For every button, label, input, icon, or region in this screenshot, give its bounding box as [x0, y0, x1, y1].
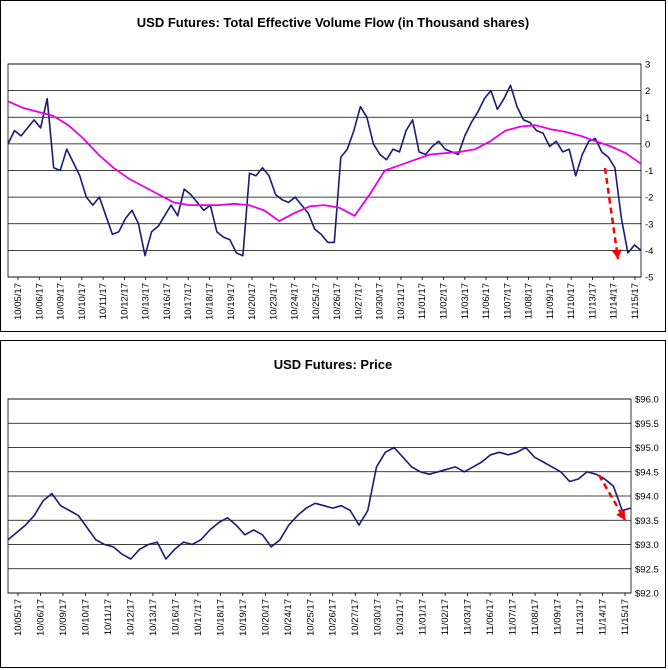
price-x-tick-label: 10/26/17	[328, 599, 339, 636]
price-x-tick-label: 11/01/17	[418, 599, 429, 635]
volume-flow-x-tick-label: 11/06/17	[481, 283, 492, 319]
volume-flow-x-tick-label: 11/15/17	[630, 283, 641, 319]
price-y-tick-label: $95.0	[635, 443, 659, 454]
price-x-tick-label: 10/11/17	[103, 599, 114, 635]
price-chart-panel: USD Futures: Price $96.0 $95.5 $95.0 $94.5 $…	[0, 340, 666, 668]
price-y-tick-label: $93.0	[635, 540, 659, 551]
volume-flow-x-tick-label: 10/26/17	[332, 283, 343, 320]
volume-flow-x-tick-label: 10/09/17	[56, 283, 67, 320]
price-x-tick-label: 10/18/17	[215, 599, 226, 636]
volume-flow-x-tick-label: 10/31/17	[396, 283, 407, 320]
price-x-tick-label: 10/25/17	[305, 599, 316, 636]
price-x-tick-label: 10/17/17	[193, 599, 204, 636]
volume-flow-x-tick-label: 10/18/17	[204, 283, 215, 320]
volume-flow-y-tick-label: -5	[645, 273, 653, 284]
price-x-tick-label: 10/09/17	[58, 599, 69, 636]
price-x-tick-label: 10/10/17	[80, 599, 91, 636]
volume-flow-x-tick-label: 11/14/17	[609, 283, 620, 319]
volume-flow-chart-title: USD Futures: Total Effective Volume Flow…	[136, 15, 530, 30]
price-chart-title: USD Futures: Price	[273, 357, 393, 372]
volume-flow-x-tick-label: 10/27/17	[353, 283, 364, 320]
price-x-tick-label: 10/30/17	[373, 599, 384, 636]
price-x-tick-label: 10/24/17	[283, 599, 294, 636]
price-x-tick-label: 10/12/17	[125, 599, 136, 636]
price-x-tick-label: 11/02/17	[440, 599, 451, 635]
volume-flow-x-tick-label: 10/24/17	[290, 283, 301, 320]
price-x-tick-label: 11/03/17	[463, 599, 474, 635]
volume-flow-x-tick-label: 11/09/17	[545, 283, 556, 319]
volume-flow-series-0-line	[7, 84, 642, 257]
volume-flow-series-1-line	[7, 100, 642, 222]
volume-flow-y-tick-label: 0	[645, 139, 650, 150]
volume-flow-y-tick-label: 1	[645, 113, 650, 124]
price-y-tick-label: $92.5	[635, 564, 659, 575]
price-chart: $96.0 $95.5 $95.0 $94.5 $94.0 $93.5 $93.0 $92.5…	[7, 395, 659, 636]
volume-flow-y-tick-label: 3	[645, 60, 650, 71]
volume-flow-x-tick-label: 11/03/17	[460, 283, 471, 319]
volume-flow-y-tick-label: -3	[645, 219, 653, 230]
volume-flow-x-tick-label: 10/05/17	[13, 283, 24, 320]
price-series-0-line	[7, 446, 632, 560]
volume-flow-annotation-arrow-line	[603, 167, 620, 260]
volume-flow-x-tick-label: 10/17/17	[183, 283, 194, 320]
price-plot-area	[7, 398, 632, 594]
price-y-tick-label: $94.5	[635, 467, 659, 478]
volume-flow-x-tick-label: 10/06/17	[34, 283, 45, 320]
price-x-tick-label: 10/13/17	[148, 599, 159, 636]
volume-flow-annotation-arrowhead	[611, 249, 622, 259]
price-y-tick-label: $93.5	[635, 516, 659, 527]
price-x-tick-label: 10/27/17	[350, 599, 361, 636]
price-annotation-arrowhead	[616, 509, 625, 520]
price-x-tick-label: 11/08/17	[530, 599, 541, 635]
volume-flow-x-tick-label: 11/07/17	[502, 283, 513, 319]
price-y-tick-label: $94.0	[635, 492, 659, 503]
volume-flow-x-tick-label: 11/02/17	[439, 283, 450, 319]
volume-flow-plot-area	[7, 63, 642, 278]
price-x-tick-label: 10/31/17	[395, 599, 406, 636]
price-x-tick-label: 10/20/17	[260, 599, 271, 636]
volume-flow-chart-panel: USD Futures: Total Effective Volume Flow…	[0, 0, 666, 332]
volume-flow-x-tick-label: 11/13/17	[587, 283, 598, 319]
price-x-tick-label: 10/05/17	[13, 599, 24, 636]
volume-flow-y-tick-label: -1	[645, 166, 653, 177]
volume-flow-x-tick-label: 11/10/17	[566, 283, 577, 319]
price-x-tick-label: 11/07/17	[508, 599, 519, 635]
volume-flow-chart: 3 2 1 0 -1 -2 -3 -4 -5 10/05/17 10/06/17 10/09/17 10…	[7, 60, 653, 320]
volume-flow-x-tick-label: 11/08/17	[524, 283, 535, 319]
price-x-tick-label: 11/09/17	[553, 599, 564, 635]
volume-flow-x-tick-label: 10/11/17	[98, 283, 109, 319]
price-x-tick-label: 11/15/17	[620, 599, 631, 635]
price-x-tick-label: 10/16/17	[170, 599, 181, 636]
volume-flow-x-tick-label: 10/13/17	[141, 283, 152, 320]
volume-flow-x-tick-label: 10/30/17	[375, 283, 386, 320]
price-y-tick-label: $95.5	[635, 419, 659, 430]
volume-flow-x-tick-label: 10/20/17	[247, 283, 258, 320]
volume-flow-y-tick-label: -4	[645, 246, 653, 257]
price-y-tick-label: $92.0	[635, 589, 659, 600]
volume-flow-y-tick-label: -2	[645, 193, 653, 204]
volume-flow-x-tick-label: 10/12/17	[119, 283, 130, 320]
price-x-tick-label: 11/06/17	[485, 599, 496, 635]
price-y-tick-label: $96.0	[635, 395, 659, 406]
volume-flow-x-tick-label: 10/19/17	[226, 283, 237, 320]
volume-flow-x-tick-label: 10/10/17	[77, 283, 88, 320]
volume-flow-x-tick-label: 10/23/17	[268, 283, 279, 320]
price-x-tick-label: 11/13/17	[575, 599, 586, 635]
volume-flow-y-tick-label: 2	[645, 86, 650, 97]
volume-flow-x-tick-label: 10/16/17	[162, 283, 173, 320]
price-x-tick-label: 10/06/17	[35, 599, 46, 636]
volume-flow-x-tick-label: 10/25/17	[311, 283, 322, 320]
volume-flow-x-tick-label: 11/01/17	[417, 283, 428, 319]
price-x-tick-label: 10/19/17	[238, 599, 249, 636]
price-x-tick-label: 11/14/17	[598, 599, 609, 635]
